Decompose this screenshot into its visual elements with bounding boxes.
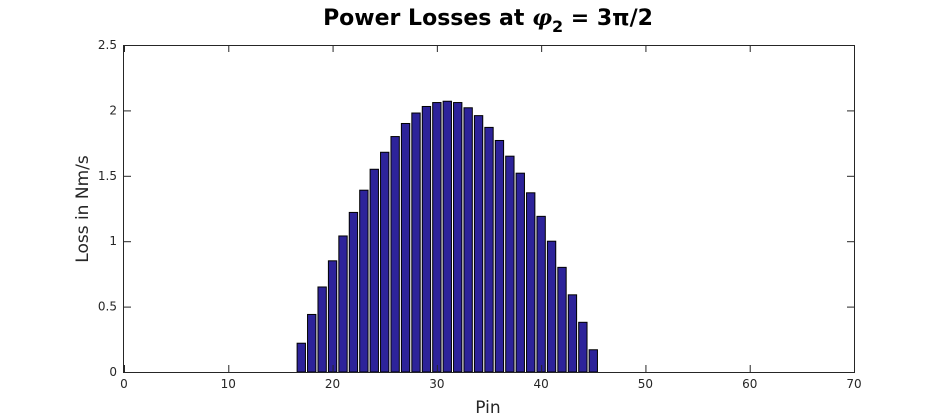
x-tick-label: 60 (742, 377, 757, 391)
bar-pin-42 (557, 266, 567, 373)
bar-pin-26 (390, 136, 400, 373)
y-tick-label: 0.5 (98, 300, 117, 314)
chart-title-suffix: = 3π/2 (563, 6, 653, 31)
x-tick-label: 50 (638, 377, 653, 391)
bar-pin-35 (484, 126, 494, 373)
bar-pin-21 (338, 235, 348, 373)
bar-series (296, 100, 598, 373)
bar-pin-30 (432, 102, 442, 373)
x-tick-label: 10 (221, 377, 236, 391)
bar-pin-39 (526, 192, 536, 373)
y-tick-label: 1.5 (98, 169, 117, 183)
bar-pin-19 (317, 286, 327, 373)
bar-pin-18 (307, 313, 317, 373)
x-tick-label: 20 (325, 377, 340, 391)
x-tick-label: 0 (120, 377, 128, 391)
chart-title-subscript: 2 (552, 17, 563, 36)
x-tick-label: 70 (846, 377, 861, 391)
bar-pin-38 (515, 172, 525, 373)
bar-pin-32 (453, 102, 463, 373)
chart-title-symbol: φ (532, 5, 552, 31)
bar-pin-24 (369, 168, 379, 373)
y-tick-label: 2.5 (98, 38, 117, 52)
x-axis-label: Pin (475, 398, 500, 418)
plot-frame (123, 45, 855, 373)
axis-ticks: 0 10 20 30 40 50 60 70 0 0.5 1 1.5 2 2.5 (98, 38, 862, 391)
x-tick-label: 30 (429, 377, 444, 391)
chart-title-prefix: Power Losses at (323, 6, 532, 31)
y-tick-label: 0 (109, 365, 117, 379)
y-tick-label: 1 (109, 234, 117, 248)
bar-pin-44 (578, 321, 588, 373)
bar-pin-41 (546, 240, 557, 373)
bar-pin-22 (348, 211, 359, 373)
bar-pin-31 (442, 100, 452, 373)
bar-pin-36 (494, 139, 505, 373)
bar-pin-28 (411, 112, 421, 373)
bar-pin-23 (359, 189, 369, 373)
bar-pin-29 (421, 105, 432, 373)
chart-title: Power Losses at φ2 = 3π/2 (323, 5, 653, 36)
bar-pin-27 (400, 122, 411, 373)
y-tick-label: 2 (109, 103, 117, 117)
x-tick-label: 40 (534, 377, 549, 391)
bar-pin-20 (327, 260, 338, 373)
bar-pin-37 (505, 155, 515, 373)
bar-pin-40 (536, 215, 546, 373)
bar-pin-17 (296, 342, 306, 373)
y-axis-label: Loss in Nm/s (73, 155, 93, 263)
bar-pin-34 (473, 115, 484, 373)
bar-pin-25 (380, 151, 390, 373)
bar-pin-45 (588, 349, 598, 373)
bar-pin-33 (463, 107, 473, 373)
bar-pin-43 (567, 294, 578, 373)
